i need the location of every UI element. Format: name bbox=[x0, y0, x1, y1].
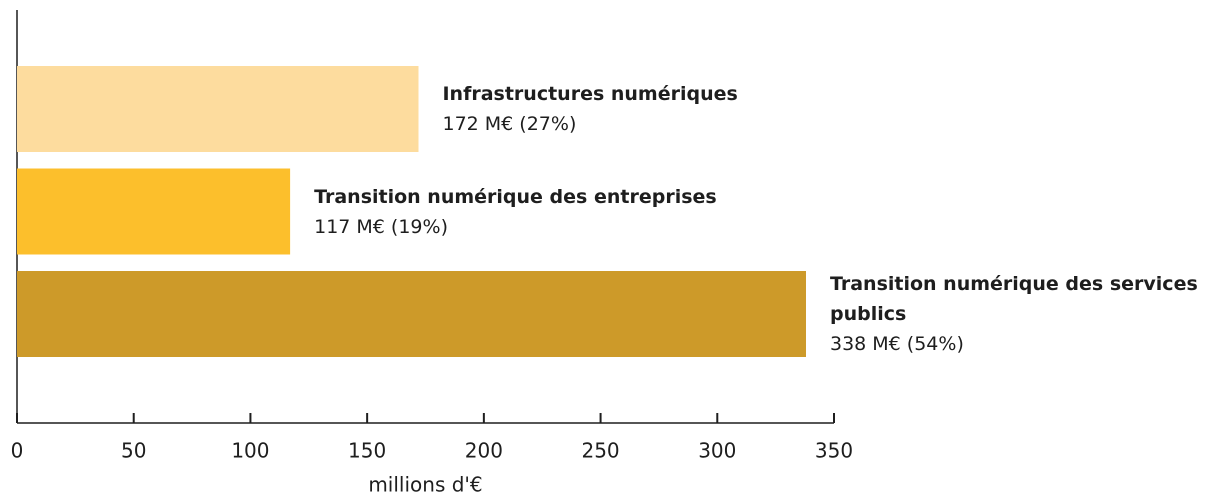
x-tick-label: 200 bbox=[465, 439, 503, 463]
bar bbox=[17, 168, 291, 255]
x-tick-label: 50 bbox=[121, 439, 146, 463]
bar-label: Transition numérique des entreprises 117 … bbox=[314, 152, 1215, 272]
x-axis-label: millions d'€ bbox=[368, 473, 482, 497]
x-tick-label: 350 bbox=[815, 439, 853, 463]
value-label: 172 M€ (27%) bbox=[442, 113, 577, 135]
category-label: Infrastructures numériques bbox=[442, 83, 738, 105]
category-label: Transition numérique des services public… bbox=[829, 273, 1198, 325]
x-tick-label: 150 bbox=[348, 439, 386, 463]
bar bbox=[17, 271, 806, 357]
category-label: Transition numérique des entreprises bbox=[314, 185, 717, 208]
x-tick-label: 100 bbox=[231, 439, 269, 463]
bar bbox=[17, 66, 419, 152]
x-tick-label: 0 bbox=[11, 439, 24, 463]
x-tick-label: 300 bbox=[698, 439, 736, 463]
bar-label: Transition numérique des services public… bbox=[830, 254, 1215, 374]
x-tick-label: 250 bbox=[581, 439, 619, 463]
value-label: 338 M€ (54%) bbox=[829, 333, 964, 355]
bar-label: Infrastructures numériques 172 M€ (27%) bbox=[442, 49, 1215, 169]
value-label: 117 M€ (19%) bbox=[314, 215, 448, 238]
